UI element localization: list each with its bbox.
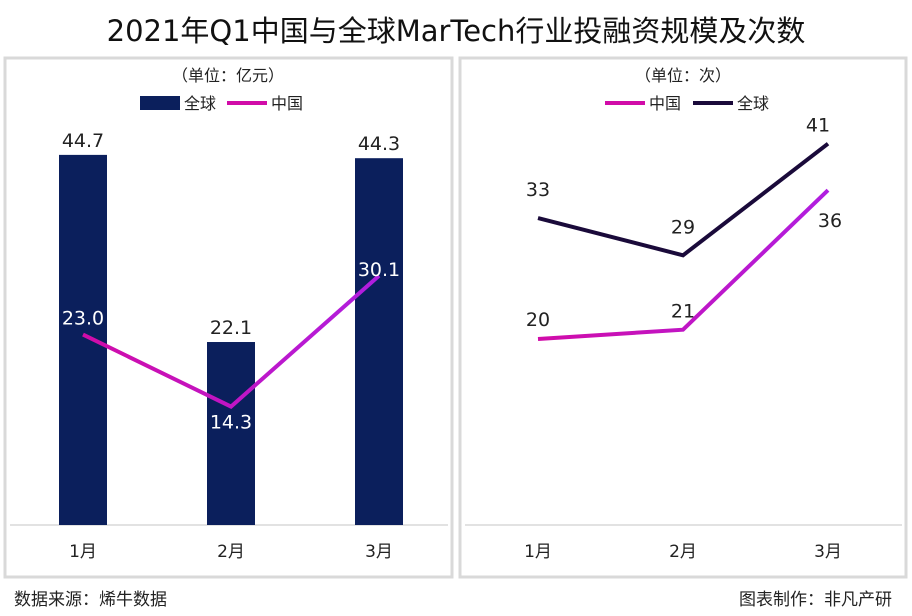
legend-china-label: 中国 — [271, 94, 303, 113]
legend-global-label: 全球 — [184, 94, 216, 113]
line-label-china-count-2: 21 — [671, 301, 695, 323]
line-label-global-count-1: 33 — [526, 179, 550, 201]
bar-global-1 — [59, 154, 107, 525]
legend-global-swatch — [140, 96, 180, 110]
left-panel — [3, 56, 454, 579]
right-x-tick-1: 1月 — [524, 542, 552, 562]
line-label-china-2: 14.3 — [210, 412, 252, 434]
line-global-count — [537, 142, 830, 258]
line-china-count — [537, 188, 830, 341]
legend-global-label-right: 全球 — [737, 94, 769, 113]
left-x-tick-3: 3月 — [365, 542, 393, 562]
bar-global-2 — [207, 342, 255, 525]
bar-label-global-1: 44.7 — [62, 130, 104, 152]
right-panel — [458, 56, 908, 579]
right-x-tick-2: 2月 — [669, 542, 697, 562]
line-label-china-1: 23.0 — [62, 308, 104, 330]
left-x-tick-2: 2月 — [217, 542, 245, 562]
line-label-china-count-1: 20 — [526, 309, 550, 331]
chart-maker: 图表制作：非凡产研 — [739, 590, 892, 610]
line-label-china-3: 30.1 — [358, 259, 400, 281]
legend-china-label-right: 中国 — [649, 94, 681, 113]
line-label-global-count-2: 29 — [671, 216, 695, 238]
left-unit-label: （单位：亿元） — [172, 66, 284, 85]
bar-label-global-3: 44.3 — [358, 133, 400, 155]
left-x-tick-1: 1月 — [69, 542, 97, 562]
line-china-amount — [82, 274, 381, 409]
data-source: 数据来源：烯牛数据 — [14, 590, 167, 610]
line-label-global-count-3: 41 — [806, 115, 830, 137]
right-unit-label: （单位：次） — [635, 66, 731, 85]
bar-global-3 — [355, 158, 403, 526]
bar-label-global-2: 22.1 — [210, 317, 252, 339]
chart-title: 2021年Q1中国与全球MarTech行业投融资规模及次数 — [106, 14, 806, 48]
line-label-china-count-3: 36 — [818, 210, 842, 232]
right-x-tick-3: 3月 — [814, 542, 842, 562]
